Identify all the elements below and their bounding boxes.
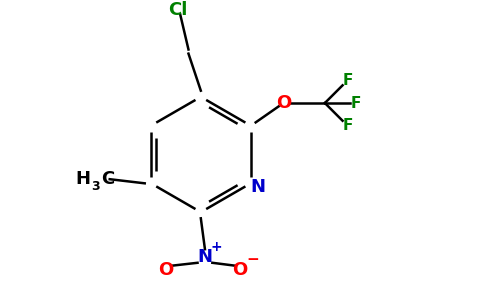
Text: O: O bbox=[158, 261, 173, 279]
Text: O: O bbox=[276, 94, 291, 112]
Text: N: N bbox=[197, 248, 212, 266]
Text: O: O bbox=[232, 261, 248, 279]
Text: +: + bbox=[211, 240, 222, 254]
Text: −: − bbox=[247, 252, 259, 267]
Text: C: C bbox=[101, 170, 114, 188]
Text: N: N bbox=[251, 178, 266, 196]
Text: F: F bbox=[342, 73, 353, 88]
Text: H: H bbox=[76, 170, 91, 188]
Text: F: F bbox=[342, 118, 353, 133]
Text: 3: 3 bbox=[91, 180, 100, 193]
Text: F: F bbox=[350, 95, 361, 110]
Text: Cl: Cl bbox=[168, 2, 188, 20]
